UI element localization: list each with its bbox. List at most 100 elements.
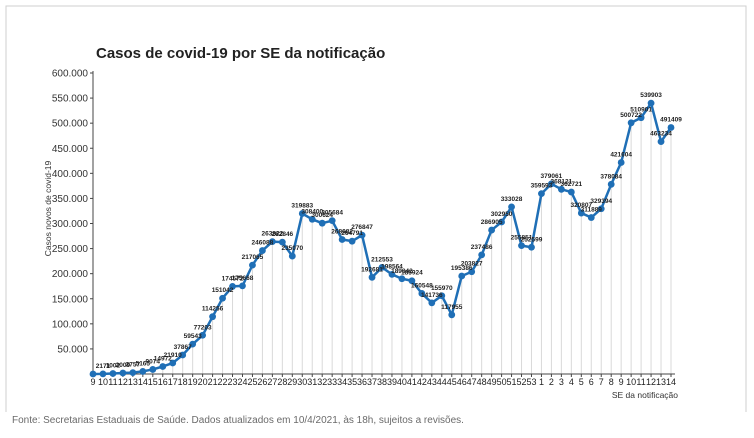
x-tick-label: 18 bbox=[178, 377, 188, 387]
x-tick-label: 39 bbox=[387, 377, 397, 387]
data-point bbox=[538, 190, 545, 198]
x-tick-label: 48 bbox=[477, 377, 487, 387]
data-label: 491409 bbox=[660, 116, 682, 123]
data-point bbox=[408, 277, 416, 285]
data-label: 235070 bbox=[281, 245, 303, 252]
data-point bbox=[448, 311, 456, 319]
data-label: 368121 bbox=[551, 178, 573, 185]
data-point bbox=[348, 237, 356, 245]
data-point bbox=[149, 366, 157, 373]
data-label: 320807 bbox=[570, 202, 592, 209]
data-label: 264791 bbox=[341, 230, 363, 237]
data-label: 500722 bbox=[620, 112, 642, 119]
x-tick-label: 45 bbox=[447, 377, 457, 387]
data-point bbox=[657, 138, 665, 146]
x-tick-label: 14 bbox=[138, 377, 148, 387]
data-label: 37867 bbox=[174, 344, 192, 351]
data-point bbox=[528, 243, 535, 251]
x-tick-label: 12 bbox=[646, 377, 656, 387]
x-tick-label: 11 bbox=[108, 377, 117, 387]
data-point bbox=[418, 290, 426, 297]
data-label: 300624 bbox=[311, 212, 333, 219]
data-point bbox=[567, 188, 575, 196]
y-axis-label: Casos novos de covid-19 bbox=[43, 161, 53, 257]
data-label: 263822 bbox=[262, 231, 284, 238]
data-point bbox=[159, 363, 167, 370]
x-tick-label: 29 bbox=[287, 377, 297, 387]
data-point bbox=[597, 205, 605, 213]
x-ticks: 9 10 11 12 13 14 15 16 17 18 19 20 21 22 23 24 25 26 27 28 2… bbox=[90, 374, 676, 387]
data-point bbox=[557, 185, 565, 193]
x-tick-label: 13 bbox=[128, 377, 138, 387]
data-label: 151042 bbox=[212, 287, 234, 294]
y-tick-label: 450.000 bbox=[52, 144, 89, 155]
y-tick-label: 500.000 bbox=[52, 119, 89, 130]
data-label: 9074 bbox=[146, 358, 161, 365]
x-tick-label: 13 bbox=[656, 377, 666, 387]
x-tick-label: 20 bbox=[198, 377, 208, 387]
data-label: 212553 bbox=[371, 256, 393, 263]
data-point bbox=[259, 247, 266, 254]
data-label: 1002 bbox=[106, 362, 121, 369]
x-tick-label: 19 bbox=[188, 377, 198, 387]
data-label: 333028 bbox=[501, 196, 523, 203]
data-label: 174572 bbox=[222, 275, 244, 282]
data-label: 276847 bbox=[351, 224, 373, 231]
data-label: 2009 bbox=[116, 362, 131, 369]
data-point bbox=[239, 282, 246, 290]
data-point bbox=[617, 159, 625, 166]
data-label: 319883 bbox=[291, 203, 313, 210]
x-tick-label: 17 bbox=[168, 377, 178, 387]
x-tick-label: 34 bbox=[337, 377, 347, 387]
data-point bbox=[368, 273, 376, 281]
data-label: 379061 bbox=[541, 173, 563, 180]
data-label: 252599 bbox=[521, 236, 543, 243]
x-tick-label: 11 bbox=[636, 377, 645, 387]
x-tick-label: 53 bbox=[526, 377, 536, 387]
line-chart: Casos de covid-19 por SE da notificação … bbox=[5, 5, 747, 431]
data-label: 2757 bbox=[126, 362, 141, 369]
data-points bbox=[89, 99, 675, 378]
x-tick-label: 50 bbox=[497, 377, 507, 387]
x-tick-label: 41 bbox=[407, 377, 417, 387]
data-label: 421604 bbox=[610, 151, 632, 158]
data-label: 359593 bbox=[531, 183, 553, 190]
x-tick-label: 16 bbox=[158, 377, 168, 387]
data-label: 195386 bbox=[451, 265, 473, 272]
x-tick-label: 22 bbox=[218, 377, 228, 387]
data-label: 189842 bbox=[391, 268, 413, 275]
x-tick-label: 6 bbox=[589, 377, 594, 387]
chart-border bbox=[5, 5, 747, 431]
data-point bbox=[249, 261, 256, 269]
data-point bbox=[109, 370, 117, 377]
x-tick-label: 27 bbox=[267, 377, 277, 387]
data-label: 117955 bbox=[441, 304, 463, 311]
data-point bbox=[189, 340, 197, 348]
data-label: 311889 bbox=[581, 207, 603, 214]
data-label: 268082 bbox=[331, 229, 353, 236]
data-point bbox=[388, 270, 396, 278]
x-tick-label: 25 bbox=[247, 377, 257, 387]
data-point bbox=[458, 272, 466, 280]
data-label: 510901 bbox=[630, 107, 652, 114]
x-tick-label: 35 bbox=[347, 377, 357, 387]
data-label: 2171 bbox=[96, 363, 111, 370]
x-tick-label: 4 bbox=[569, 377, 574, 387]
data-point bbox=[229, 283, 236, 290]
y-ticks: 50.000 100.000 150.000 200.000 250.000 300.00… bbox=[52, 69, 93, 355]
x-tick-label: 7 bbox=[599, 377, 604, 387]
data-point bbox=[428, 299, 436, 307]
x-tick-label: 30 bbox=[297, 377, 307, 387]
x-tick-label: 21 bbox=[208, 377, 218, 387]
data-point bbox=[89, 370, 97, 378]
y-tick-label: 100.000 bbox=[52, 319, 89, 330]
x-tick-label: 5 bbox=[579, 377, 584, 387]
data-label: 14972 bbox=[154, 355, 172, 362]
data-label: 5165 bbox=[136, 360, 151, 367]
data-point bbox=[587, 214, 595, 221]
data-point bbox=[438, 292, 446, 300]
data-point bbox=[518, 242, 525, 250]
data-label: 329394 bbox=[590, 198, 612, 205]
data-point bbox=[358, 231, 366, 239]
